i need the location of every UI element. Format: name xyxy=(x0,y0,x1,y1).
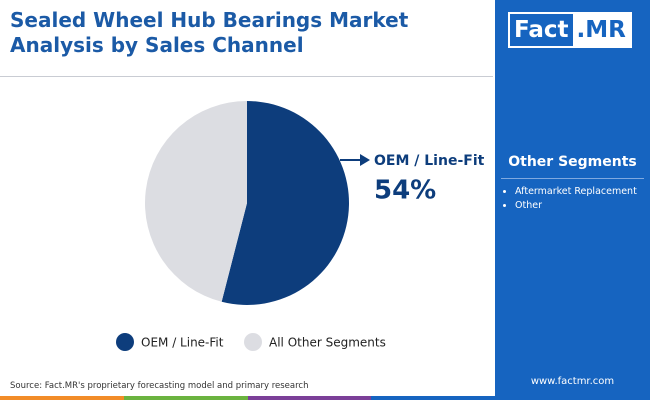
segment-list: Aftermarket Replacement Other xyxy=(503,185,637,213)
legend-swatch xyxy=(244,333,262,351)
chart-title: Sealed Wheel Hub Bearings Market Analysi… xyxy=(10,8,409,57)
panel-heading: Other Segments xyxy=(508,154,637,170)
chart: OEM / Line-Fit 54% OEM / Line-Fit All Othe… xyxy=(116,101,485,351)
source: Source: Fact.MR's proprietary forecastin… xyxy=(10,381,309,391)
logo-left: Fact xyxy=(514,17,569,43)
pie-slice xyxy=(221,101,349,305)
panel-rule xyxy=(501,178,644,179)
callout-arrow xyxy=(360,154,370,166)
side-panel: Fact .MR Other Segments Aftermarket Repl… xyxy=(495,0,650,400)
website: www.factmr.com xyxy=(530,376,615,387)
value-label: 54% xyxy=(374,176,436,206)
title-rule xyxy=(0,76,493,77)
logo: Fact .MR xyxy=(508,12,632,48)
segment-item: Aftermarket Replacement xyxy=(515,185,637,199)
callout-category: OEM / Line-Fit xyxy=(374,153,485,169)
segment-item: Other xyxy=(515,199,637,213)
pie-slice xyxy=(144,101,247,302)
legend-label: All Other Segments xyxy=(269,336,386,350)
color-strip xyxy=(0,396,495,400)
logo-right: .MR xyxy=(572,14,630,46)
legend-swatch xyxy=(116,333,134,351)
legend-label: OEM / Line-Fit xyxy=(141,336,224,350)
